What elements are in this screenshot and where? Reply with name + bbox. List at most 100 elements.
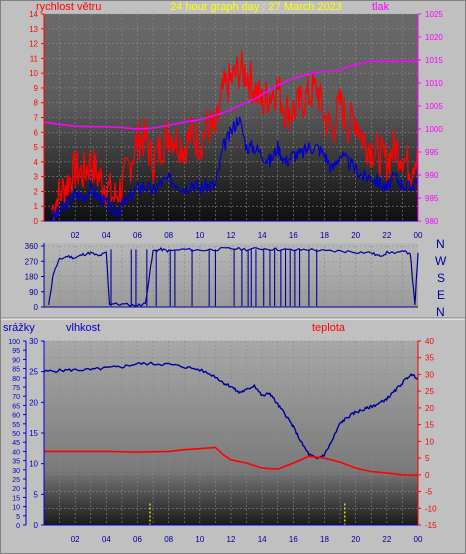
wind-axis-tick-label: 1 xyxy=(34,202,39,211)
pressure-axis-tick-label: 990 xyxy=(425,171,439,180)
humidity-x-tick-label: 06 xyxy=(133,535,142,544)
pressure-axis-tick-label: 1000 xyxy=(425,125,443,134)
rain-axis-tick-label: 50 xyxy=(12,431,20,438)
humidity-axis-tick-label: 30 xyxy=(29,337,38,346)
wind-axis-tick-label: 6 xyxy=(34,128,39,137)
pressure-label: tlak xyxy=(372,1,390,13)
direction-axis-tick-label: 180 xyxy=(25,273,39,282)
wind-axis-tick-label: 14 xyxy=(29,10,38,19)
wind-x-tick-label: 02 xyxy=(71,231,80,240)
wind-x-tick-label: 18 xyxy=(320,231,329,240)
pressure-axis-tick-label: 1020 xyxy=(425,33,443,42)
graph-title: 24 hour graph day : 27 March 2023 xyxy=(170,1,342,13)
wind-axis-tick-label: 9 xyxy=(34,84,39,93)
humidity-axis-tick-label: 20 xyxy=(29,398,38,407)
wind-axis-tick-label: 10 xyxy=(29,69,38,78)
direction-letter-n-top: N xyxy=(436,237,445,251)
humidity-line xyxy=(43,361,419,460)
wind-x-tick-label: 14 xyxy=(258,231,267,240)
humidity-axis-tick-label: 10 xyxy=(29,460,38,469)
humidity-x-tick-label: 02 xyxy=(71,535,80,544)
rain-axis-tick-label: 95 xyxy=(12,348,20,355)
humidity-label: vlhkost xyxy=(66,322,100,334)
direction-axis-tick-label: 270 xyxy=(25,257,39,266)
rain-axis-tick-label: 10 xyxy=(12,505,20,512)
temperature-line xyxy=(44,446,419,477)
humidity-x-tick-label: 18 xyxy=(320,535,329,544)
wind-axis-tick-label: 5 xyxy=(34,143,39,152)
temperature-label: teplota xyxy=(312,322,346,334)
pressure-axis-tick-label: 1025 xyxy=(425,10,443,19)
temperature-axis-tick-label: 30 xyxy=(425,370,434,379)
humidity-x-tick-label: 04 xyxy=(102,535,111,544)
temperature-axis-tick-label: 35 xyxy=(425,354,434,363)
humidity-axis-tick-label: 5 xyxy=(34,490,39,499)
wind-axis-tick-label: 13 xyxy=(29,25,38,34)
rain-axis-tick-label: 30 xyxy=(12,468,20,475)
temperature-axis-tick-label: 10 xyxy=(425,437,434,446)
wind-series-layer xyxy=(43,50,419,222)
humidity-axis-tick-label: 25 xyxy=(29,368,38,377)
wind-x-tick-label: 04 xyxy=(102,231,111,240)
rain-axis-tick-label: 20 xyxy=(12,486,20,493)
direction-letter-e: E xyxy=(437,288,445,302)
axes-layer: 0123456789101112131498098599099510001005… xyxy=(8,10,443,544)
wind-axis-tick-label: 3 xyxy=(34,173,39,182)
rain-axis-tick-label: 40 xyxy=(12,449,20,456)
rain-axis-tick-label: 0 xyxy=(16,523,20,530)
pressure-axis-tick-label: 1015 xyxy=(425,56,443,65)
temperature-axis-tick-label: -15 xyxy=(425,521,437,530)
wind-speed-label: rychlost větru xyxy=(36,1,101,13)
direction-series-layer xyxy=(48,246,419,307)
rain-axis-tick-label: 15 xyxy=(12,495,20,502)
rain-axis-tick-label: 5 xyxy=(16,514,20,521)
humidity-x-tick-label: 08 xyxy=(164,535,173,544)
pressure-axis-tick-label: 980 xyxy=(425,217,439,226)
humidity-x-tick-label: 14 xyxy=(258,535,267,544)
wind-x-tick-label: 12 xyxy=(227,231,236,240)
pressure-axis-tick-label: 1010 xyxy=(425,79,443,88)
rain-axis-tick-label: 55 xyxy=(12,422,20,429)
direction-letter-s: S xyxy=(437,271,445,285)
rain-axis-tick-label: 90 xyxy=(12,357,20,364)
wind-x-tick-label: 22 xyxy=(382,231,391,240)
pressure-axis-tick-label: 1005 xyxy=(425,102,443,111)
wind-average-line xyxy=(51,116,419,222)
temperature-axis-tick-label: 15 xyxy=(425,421,434,430)
wind-axis-tick-label: 7 xyxy=(34,114,39,123)
wind-x-tick-label: 10 xyxy=(195,231,204,240)
rain-axis-tick-label: 80 xyxy=(12,376,20,383)
wind-axis-tick-label: 4 xyxy=(34,158,39,167)
pressure-line xyxy=(43,60,418,130)
temperature-axis-tick-label: 25 xyxy=(425,387,434,396)
rain-axis-tick-label: 65 xyxy=(12,403,20,410)
direction-axis-tick-label: 90 xyxy=(29,288,38,297)
rain-label: srážky xyxy=(3,322,35,334)
wind-x-tick-label: 08 xyxy=(164,231,173,240)
temperature-axis-tick-label: 20 xyxy=(425,404,434,413)
wind-x-tick-label: 16 xyxy=(289,231,298,240)
humidity-axis-tick-label: 0 xyxy=(34,521,39,530)
direction-letter-w: W xyxy=(435,254,447,268)
humidity-series-layer xyxy=(43,361,419,525)
temperature-axis-tick-label: 40 xyxy=(425,337,434,346)
direction-axis-tick-label: 0 xyxy=(34,303,39,312)
humidity-x-tick-label: 12 xyxy=(227,535,236,544)
wind-direction-line xyxy=(48,246,419,307)
wind-axis-tick-label: 12 xyxy=(29,40,38,49)
wind-axis-tick-label: 0 xyxy=(34,217,39,226)
temperature-axis-tick-label: 5 xyxy=(425,454,430,463)
rain-axis-tick-label: 45 xyxy=(12,440,20,447)
humidity-x-tick-label: 16 xyxy=(289,535,298,544)
wind-axis-tick-label: 2 xyxy=(34,187,39,196)
wind-axis-tick-label: 11 xyxy=(30,54,39,63)
rain-axis-tick-label: 85 xyxy=(12,367,20,374)
humidity-x-tick-label: 10 xyxy=(195,535,204,544)
humidity-grid xyxy=(44,340,418,526)
wind-x-tick-label: 00 xyxy=(414,231,423,240)
rain-axis-tick-label: 35 xyxy=(12,459,20,466)
humidity-x-tick-label: 20 xyxy=(351,535,360,544)
wind-gust-line xyxy=(51,50,419,222)
wind-x-tick-label: 06 xyxy=(133,231,142,240)
